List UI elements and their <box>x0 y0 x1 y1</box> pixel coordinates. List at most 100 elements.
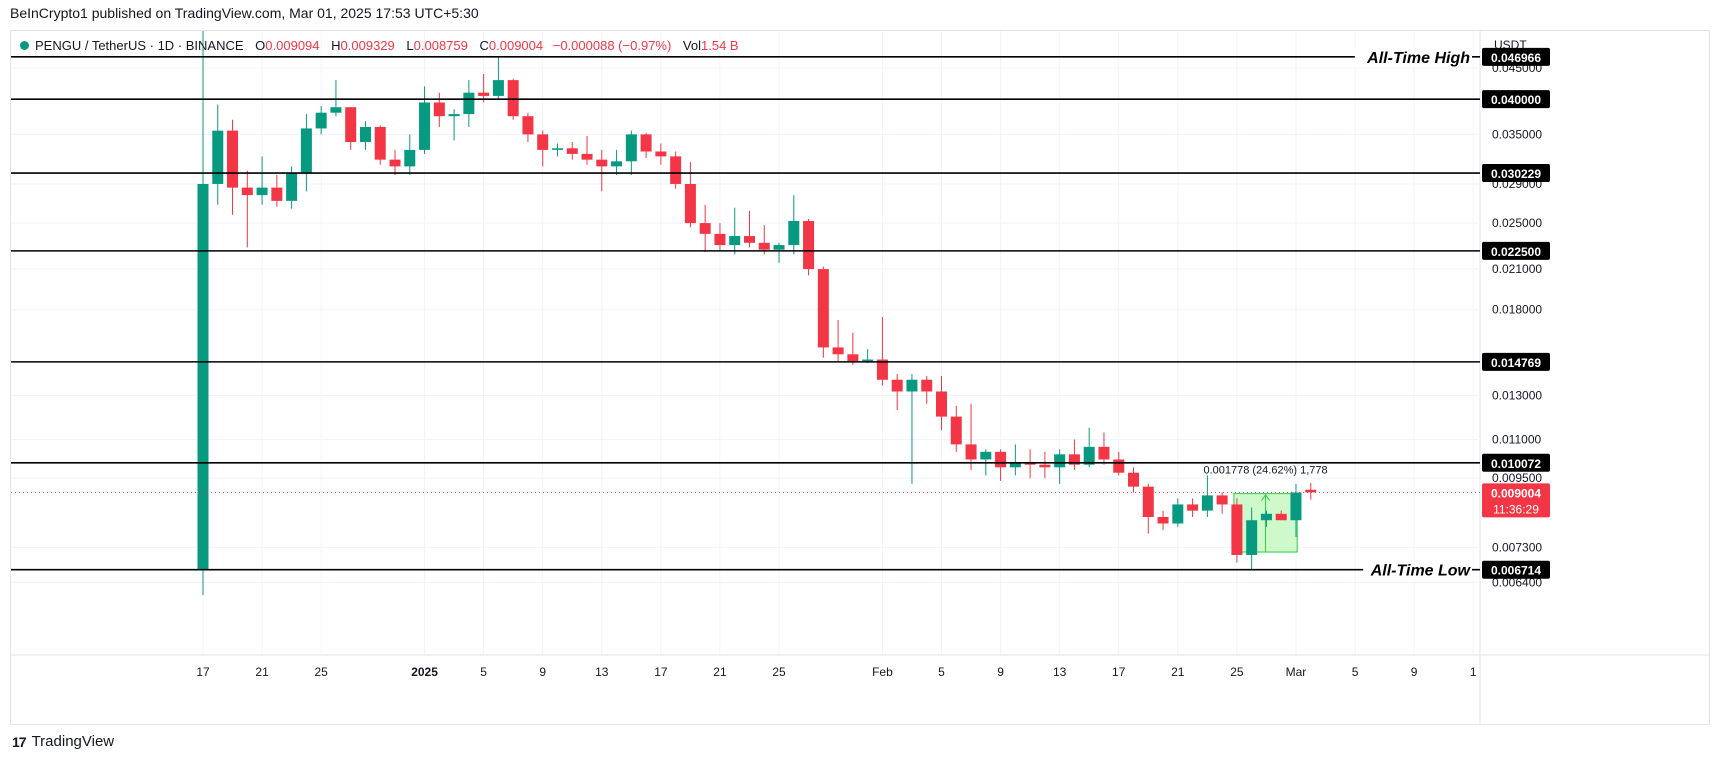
candle-body[interactable] <box>980 451 992 460</box>
level-price-label: 0.046966 <box>1491 51 1541 65</box>
level-price-badge <box>1482 47 1550 66</box>
candle-body[interactable] <box>640 134 652 152</box>
candle-body[interactable] <box>965 444 977 460</box>
candle-body[interactable] <box>1246 520 1258 555</box>
candle-body[interactable] <box>315 112 327 129</box>
time-tick-label: 9 <box>997 665 1004 679</box>
high-label: H <box>331 38 341 53</box>
candle-body[interactable] <box>891 379 903 392</box>
candle-body[interactable] <box>389 159 401 167</box>
price-tick-label: 0.021000 <box>1492 262 1542 276</box>
candle-body[interactable] <box>1172 504 1184 524</box>
candle-body[interactable] <box>1290 492 1302 521</box>
candle-body[interactable] <box>507 80 519 117</box>
candle-body[interactable] <box>729 236 741 246</box>
candle-body[interactable] <box>241 187 253 196</box>
candle-body[interactable] <box>921 379 933 392</box>
candle-body[interactable] <box>286 173 298 201</box>
candle-body[interactable] <box>847 354 859 362</box>
time-tick-label: 9 <box>539 665 546 679</box>
candle-body[interactable] <box>404 149 416 167</box>
candle-body[interactable] <box>803 220 815 270</box>
candle-body[interactable] <box>596 159 608 167</box>
candle-body[interactable] <box>1009 462 1021 468</box>
candle-body[interactable] <box>670 156 682 184</box>
time-tick-label: 17 <box>654 665 668 679</box>
price-tick-label: 0.009500 <box>1492 471 1542 485</box>
candle-body[interactable] <box>463 92 475 115</box>
candle-body[interactable] <box>714 233 726 246</box>
candle-body[interactable] <box>1098 446 1110 460</box>
candle-body[interactable] <box>1157 516 1169 524</box>
candle-body[interactable] <box>345 107 357 143</box>
candle-body[interactable] <box>1260 513 1272 521</box>
level-price-badge <box>1482 453 1550 472</box>
time-tick-label: 25 <box>314 665 328 679</box>
candle-body[interactable] <box>197 183 209 571</box>
candle-body[interactable] <box>1216 495 1228 505</box>
candle-body[interactable] <box>1142 486 1154 517</box>
measure-arrow-icon <box>1261 493 1270 501</box>
level-price-label: 0.006714 <box>1491 564 1541 578</box>
candle-body[interactable] <box>227 130 239 188</box>
candle-body[interactable] <box>684 183 696 224</box>
symbol-title: PENGU / TetherUS · 1D · BINANCE <box>35 38 244 53</box>
candle-body[interactable] <box>1113 459 1125 473</box>
candle-body[interactable] <box>699 223 711 234</box>
level-annotation: All-Time Low <box>1370 563 1472 580</box>
candle-body[interactable] <box>478 92 490 96</box>
candle-body[interactable] <box>1231 504 1243 555</box>
candle-body[interactable] <box>271 187 283 201</box>
candle-body[interactable] <box>773 245 785 250</box>
candle-body[interactable] <box>788 220 800 246</box>
candle-body[interactable] <box>995 451 1007 468</box>
candle-body[interactable] <box>1039 464 1051 468</box>
level-annotation: All-Time High <box>1366 50 1470 67</box>
close-value: 0.009004 <box>488 38 544 53</box>
candle-body[interactable] <box>876 359 888 380</box>
candle-body[interactable] <box>1305 489 1317 493</box>
candle-body[interactable] <box>817 269 829 348</box>
candle-body[interactable] <box>433 102 445 117</box>
candle-body[interactable] <box>330 107 342 113</box>
candle-body[interactable] <box>374 126 386 160</box>
candle-body[interactable] <box>862 359 874 362</box>
candle-body[interactable] <box>1275 513 1287 521</box>
candle-body[interactable] <box>300 128 312 174</box>
candle-body[interactable] <box>1201 495 1213 511</box>
candle-body[interactable] <box>1054 454 1066 468</box>
level-price-badge <box>1482 241 1550 260</box>
candle-body[interactable] <box>906 379 918 392</box>
candle-body[interactable] <box>1083 446 1095 465</box>
candle-body[interactable] <box>359 126 371 143</box>
symbol-legend[interactable]: PENGU / TetherUS · 1D · BINANCE O0.00909… <box>20 38 739 53</box>
candle-body[interactable] <box>212 130 224 184</box>
candle-body[interactable] <box>581 153 593 160</box>
candle-body[interactable] <box>419 102 431 150</box>
candle-body[interactable] <box>655 151 667 157</box>
candle-body[interactable] <box>1128 472 1140 487</box>
candle-body[interactable] <box>743 236 755 243</box>
candle-body[interactable] <box>551 148 563 150</box>
candle-body[interactable] <box>537 134 549 150</box>
open-label: O <box>255 38 266 53</box>
level-price-badge <box>1482 352 1550 371</box>
candle-body[interactable] <box>936 391 947 417</box>
candle-body[interactable] <box>256 187 268 196</box>
tradingview-brand[interactable]: 17 TradingView <box>12 733 114 750</box>
candle-body[interactable] <box>832 347 844 355</box>
candle-body[interactable] <box>566 148 578 154</box>
candle-body[interactable] <box>950 416 962 445</box>
candle-body[interactable] <box>448 114 460 117</box>
candle-body[interactable] <box>1187 504 1199 511</box>
candle-body[interactable] <box>522 116 534 135</box>
candle-body[interactable] <box>758 242 770 250</box>
price-tick-label: 0.035000 <box>1492 127 1542 141</box>
candle-body[interactable] <box>625 134 637 162</box>
candle-body[interactable] <box>492 80 504 96</box>
publisher-caption: BeInCrypto1 published on TradingView.com… <box>10 5 479 21</box>
candle-body[interactable] <box>611 161 623 167</box>
candle-body[interactable] <box>1068 454 1080 465</box>
time-tick-label: Mar <box>1286 665 1307 679</box>
